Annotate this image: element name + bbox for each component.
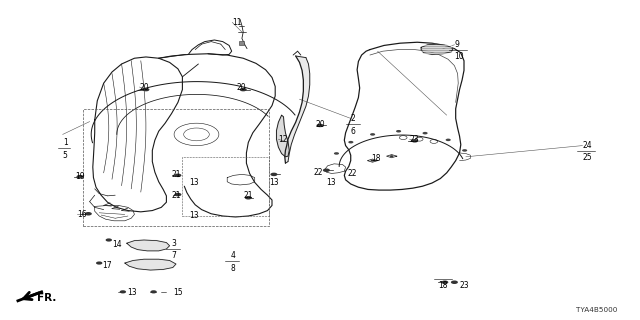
Text: 1: 1 — [63, 138, 67, 147]
Text: 11: 11 — [232, 18, 242, 27]
Text: 13: 13 — [326, 178, 336, 187]
Text: 7: 7 — [172, 252, 177, 260]
Text: 5: 5 — [63, 151, 68, 160]
Text: 15: 15 — [173, 288, 182, 297]
Circle shape — [174, 193, 182, 196]
Circle shape — [462, 149, 467, 152]
Circle shape — [317, 124, 323, 127]
Text: 10: 10 — [454, 52, 464, 61]
Text: 13: 13 — [269, 178, 278, 187]
Text: 9: 9 — [454, 40, 460, 49]
Text: 20: 20 — [316, 120, 325, 129]
Text: 20: 20 — [140, 83, 149, 92]
Text: 2: 2 — [351, 114, 355, 123]
Circle shape — [85, 212, 92, 216]
Text: 21: 21 — [172, 191, 181, 200]
Text: 18: 18 — [438, 281, 448, 290]
Circle shape — [271, 173, 278, 176]
Circle shape — [77, 175, 83, 178]
Text: 13: 13 — [189, 212, 198, 220]
Text: 3: 3 — [172, 239, 177, 248]
Circle shape — [412, 139, 419, 142]
Text: TYA4B5000: TYA4B5000 — [576, 307, 618, 313]
Text: 13: 13 — [189, 178, 198, 187]
Circle shape — [174, 173, 182, 177]
Text: 17: 17 — [102, 261, 112, 270]
Bar — [239, 41, 244, 45]
Text: 21: 21 — [172, 170, 181, 179]
Text: 19: 19 — [76, 172, 85, 181]
Text: 4: 4 — [230, 252, 236, 260]
Text: 6: 6 — [351, 127, 356, 136]
Circle shape — [442, 280, 448, 284]
Text: 22: 22 — [314, 168, 323, 177]
Polygon shape — [285, 56, 310, 163]
Circle shape — [370, 133, 375, 136]
Circle shape — [96, 261, 102, 265]
Circle shape — [371, 160, 374, 162]
Polygon shape — [276, 115, 289, 157]
Text: 12: 12 — [278, 135, 288, 144]
Text: 14: 14 — [112, 240, 122, 249]
Text: 18: 18 — [371, 154, 381, 163]
Circle shape — [390, 155, 394, 157]
Text: 23: 23 — [410, 135, 419, 144]
Circle shape — [150, 290, 157, 293]
Text: 16: 16 — [77, 210, 86, 219]
Text: 20: 20 — [237, 83, 246, 92]
Text: 23: 23 — [460, 281, 469, 290]
Polygon shape — [125, 259, 176, 270]
Text: 8: 8 — [230, 264, 235, 273]
Circle shape — [239, 88, 247, 92]
Circle shape — [106, 238, 112, 242]
Circle shape — [120, 290, 126, 293]
Circle shape — [422, 132, 428, 134]
Text: 13: 13 — [127, 288, 136, 297]
Circle shape — [451, 280, 458, 284]
Text: FR.: FR. — [37, 293, 56, 303]
Text: 25: 25 — [582, 153, 592, 162]
Circle shape — [396, 130, 401, 132]
Circle shape — [348, 141, 353, 143]
Text: 24: 24 — [582, 141, 592, 150]
Text: 21: 21 — [243, 191, 253, 200]
Polygon shape — [127, 240, 170, 251]
Polygon shape — [421, 44, 453, 54]
Circle shape — [445, 139, 451, 141]
Circle shape — [334, 152, 339, 155]
Circle shape — [143, 88, 150, 92]
Circle shape — [244, 196, 252, 200]
Circle shape — [323, 168, 330, 172]
Text: 22: 22 — [348, 169, 357, 178]
